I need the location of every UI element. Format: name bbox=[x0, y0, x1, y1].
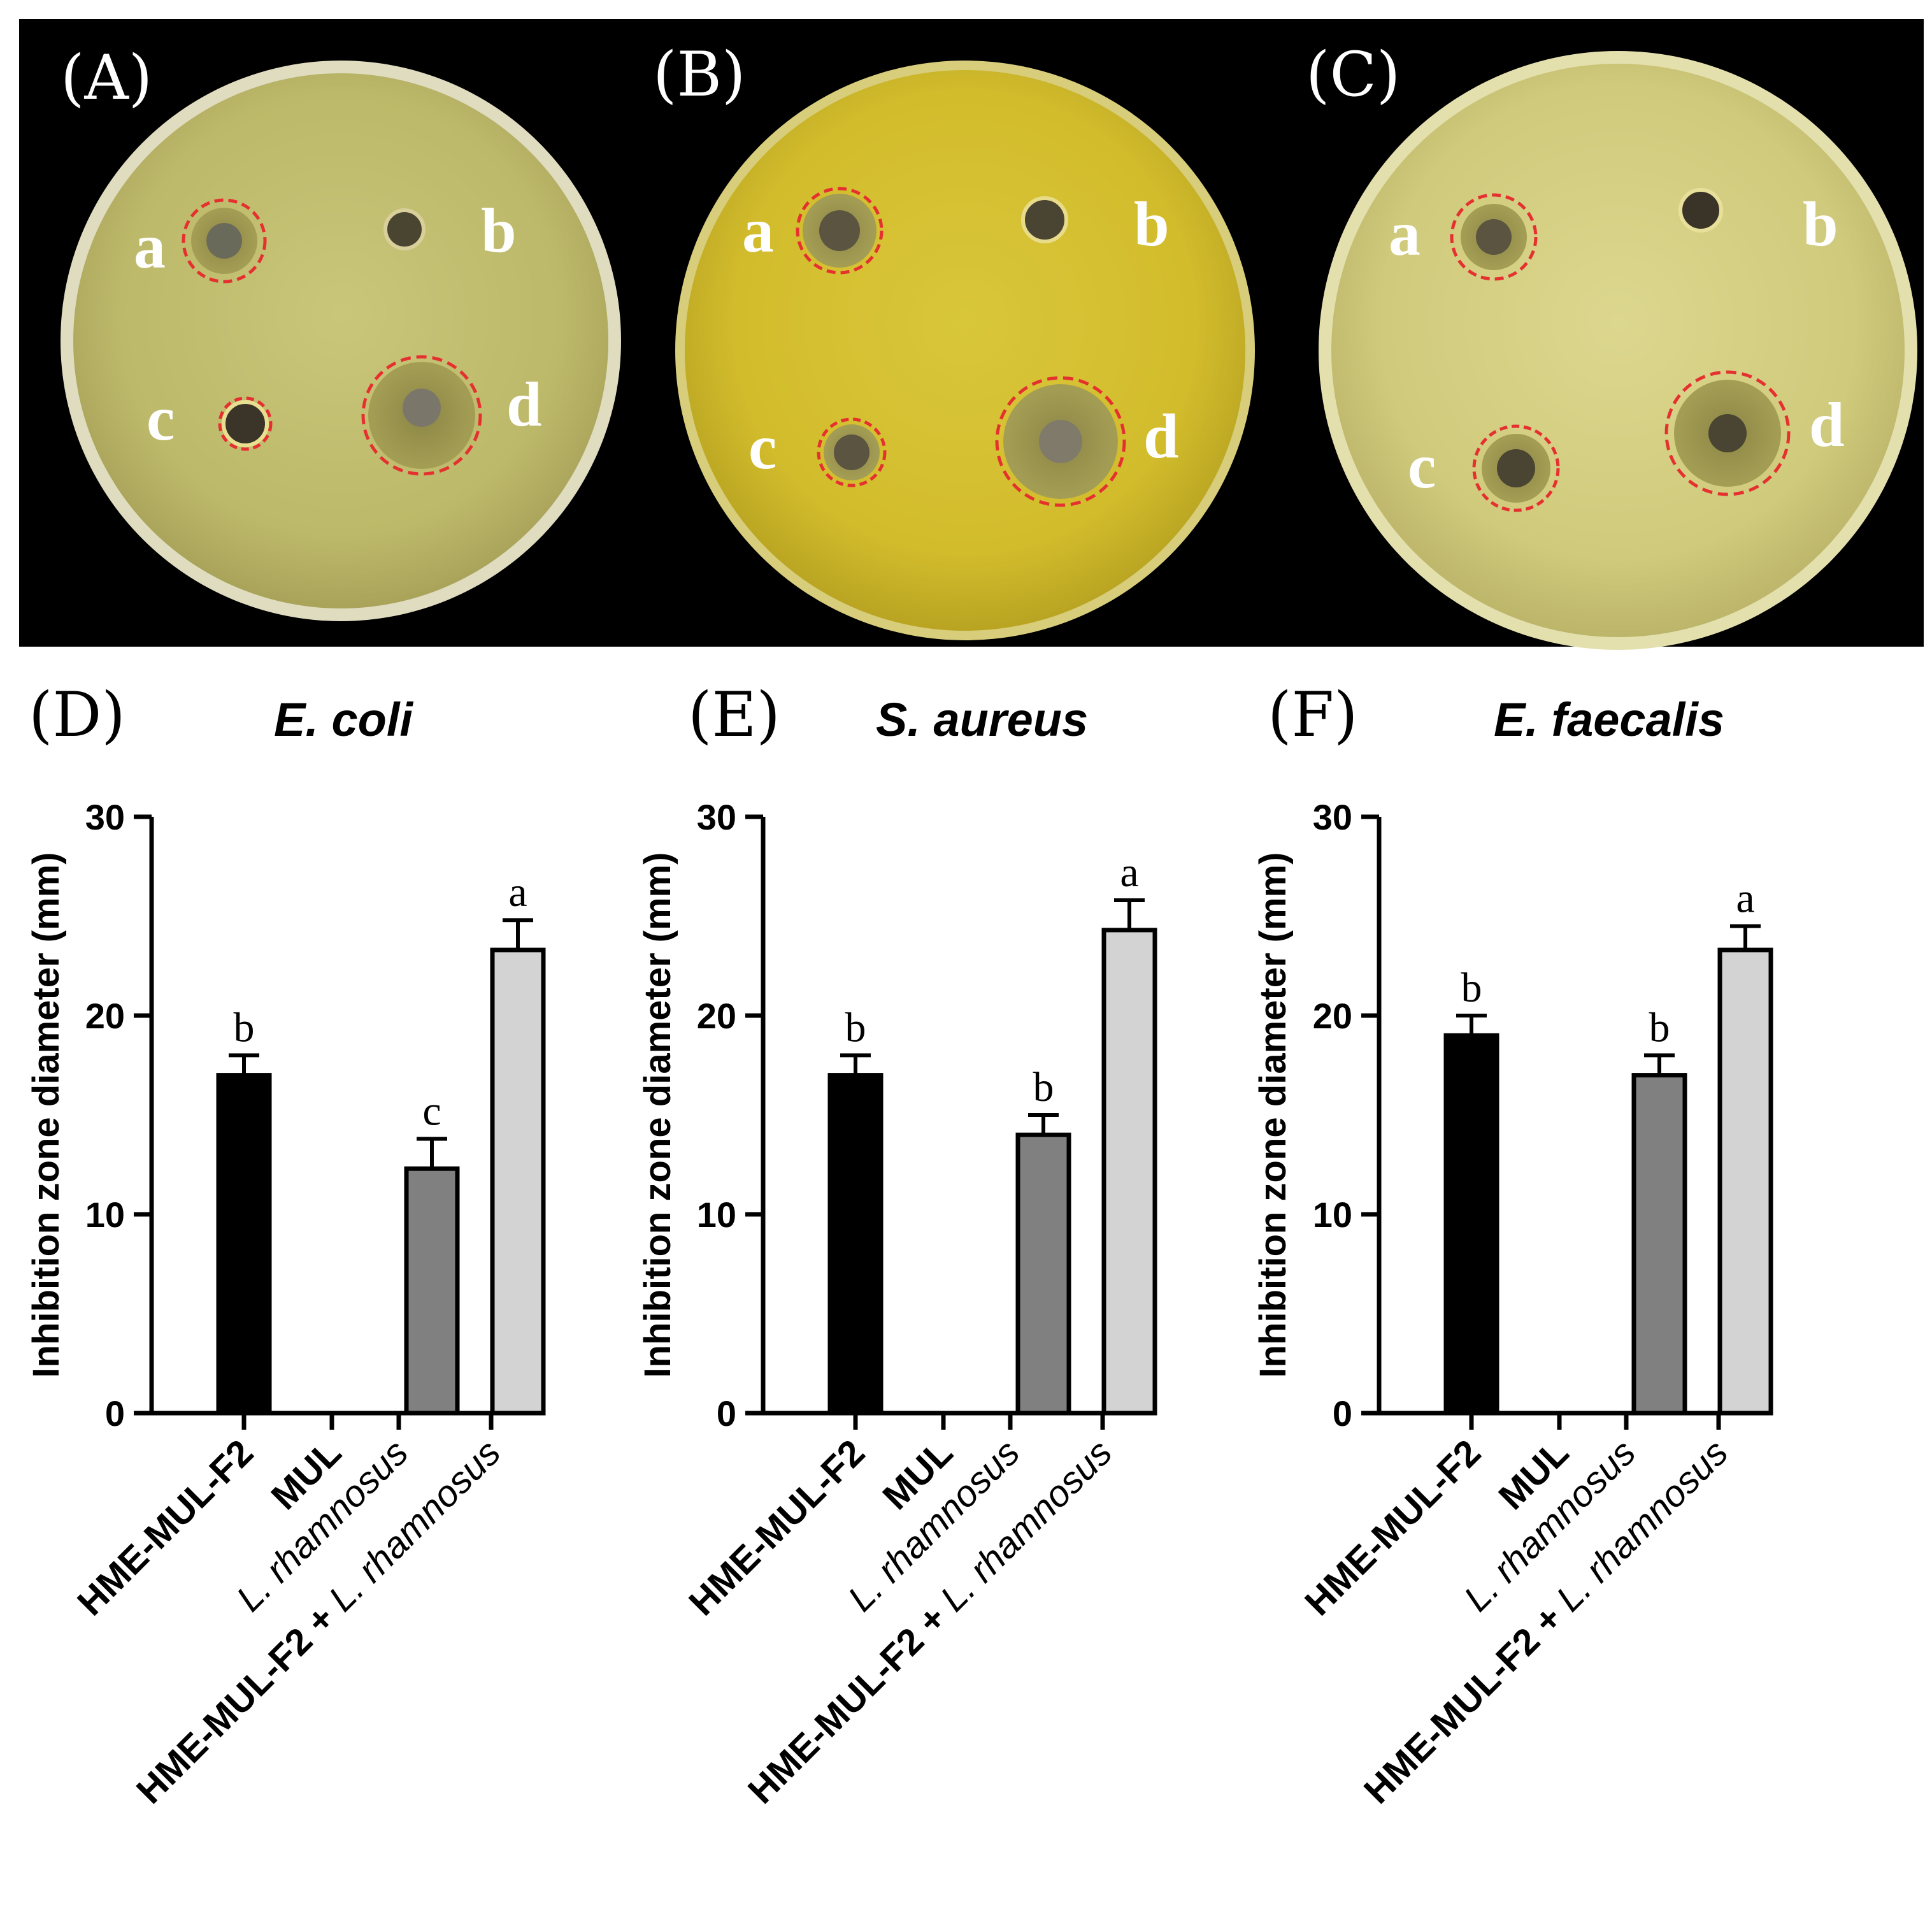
y-tick-label: 30 bbox=[1313, 797, 1352, 837]
panel-label: (E) bbox=[688, 679, 780, 751]
significance-letter: b bbox=[1649, 1004, 1670, 1051]
bar bbox=[1443, 1033, 1499, 1416]
treatment-name: HME-MUL-F2 + bbox=[740, 1590, 962, 1812]
chart-title: S. aureus bbox=[876, 693, 1088, 746]
significance-letter: b bbox=[1461, 965, 1482, 1011]
zone-marker-circle bbox=[218, 396, 273, 451]
panel-label: (A) bbox=[61, 42, 152, 113]
well bbox=[403, 389, 441, 427]
bar bbox=[1015, 1132, 1071, 1416]
y-axis-label: Inhibition zone diameter (mm) bbox=[1252, 852, 1294, 1378]
photo-panel-c: (C) a b c d bbox=[1306, 39, 1917, 650]
well bbox=[206, 223, 242, 259]
zone-marker-circle bbox=[1450, 193, 1538, 281]
treatment-name: HME-MUL-F2 + bbox=[1356, 1590, 1578, 1812]
bar bbox=[827, 1073, 884, 1416]
bar bbox=[404, 1166, 460, 1416]
well-label-a: a bbox=[742, 195, 774, 266]
y-axis-label: Inhibition zone diameter (mm) bbox=[637, 852, 678, 1378]
significance-letter: a bbox=[1120, 849, 1138, 896]
bar-chart-s-aureus: (E) S. aureus 0 10 20 30 Inhibition zone diame… bbox=[637, 679, 1157, 1812]
y-tick-label: 10 bbox=[697, 1195, 736, 1235]
bar-chart-e-coli: (D) E. coli 0 10 20 30 Inhibition zone diamete… bbox=[25, 679, 546, 1812]
well-label-c: c bbox=[1408, 431, 1436, 501]
zone-marker-circle bbox=[1472, 424, 1560, 512]
well-label-d: d bbox=[506, 369, 542, 440]
y-axis-label: Inhibition zone diameter (mm) bbox=[25, 852, 67, 1378]
photo-panel-a: (A) a b c d bbox=[61, 42, 621, 621]
chart-title: E. coli bbox=[274, 693, 413, 746]
well bbox=[1476, 219, 1512, 255]
y-tick-label: 20 bbox=[697, 996, 736, 1036]
significance-letter: a bbox=[1736, 875, 1754, 922]
agar-plate bbox=[73, 73, 608, 608]
treatment-name: HME-MUL-F2 + bbox=[129, 1590, 350, 1812]
y-tick-label: 0 bbox=[717, 1393, 736, 1434]
y-tick-label: 10 bbox=[1313, 1195, 1352, 1235]
well bbox=[383, 208, 426, 250]
bar bbox=[216, 1073, 272, 1416]
significance-letter: b bbox=[234, 1004, 255, 1051]
zone-marker-circle bbox=[817, 417, 887, 487]
y-tick-label: 20 bbox=[1313, 996, 1352, 1036]
significance-letter: a bbox=[508, 869, 527, 916]
significance-letter: c bbox=[422, 1088, 441, 1134]
photo-panel-b: (B) a b c d bbox=[653, 39, 1255, 640]
bar bbox=[490, 947, 546, 1416]
well bbox=[1039, 420, 1082, 463]
agar-plate bbox=[685, 70, 1245, 631]
well-label-d: d bbox=[1809, 389, 1845, 460]
well-label-a: a bbox=[1389, 198, 1420, 269]
panel-label: (F) bbox=[1268, 679, 1358, 751]
y-tick-label: 0 bbox=[1333, 1393, 1352, 1434]
agar-plate bbox=[1331, 64, 1905, 637]
significance-letter: b bbox=[1033, 1064, 1054, 1110]
significance-letter: b bbox=[845, 1004, 866, 1051]
panel-label: (D) bbox=[29, 679, 125, 751]
panel-label: (B) bbox=[653, 39, 745, 110]
y-tick-label: 20 bbox=[85, 996, 125, 1036]
panel-label: (C) bbox=[1306, 39, 1400, 110]
y-tick-label: 10 bbox=[85, 1195, 125, 1235]
well-label-c: c bbox=[748, 412, 776, 482]
well-label-b: b bbox=[481, 195, 517, 266]
zone-marker-circle bbox=[182, 198, 267, 284]
bar bbox=[1101, 928, 1157, 1416]
well bbox=[834, 435, 869, 470]
zone-marker-circle bbox=[995, 376, 1126, 507]
well-label-b: b bbox=[1134, 189, 1170, 259]
y-tick-label: 0 bbox=[105, 1393, 125, 1434]
well-label-b: b bbox=[1803, 189, 1838, 259]
zone-marker-circle bbox=[1664, 370, 1791, 496]
well-label-d: d bbox=[1143, 401, 1179, 471]
y-tick-label: 30 bbox=[697, 797, 736, 837]
well bbox=[1021, 196, 1068, 243]
zone-marker-circle bbox=[361, 355, 482, 476]
well bbox=[1497, 449, 1535, 487]
well bbox=[819, 210, 860, 251]
well-label-a: a bbox=[134, 211, 166, 282]
zone-marker-circle bbox=[796, 187, 884, 275]
bar bbox=[1631, 1073, 1687, 1416]
well-label-c: c bbox=[147, 383, 175, 454]
bar bbox=[1717, 947, 1773, 1416]
chart-title: E. faecalis bbox=[1494, 693, 1724, 746]
well bbox=[222, 400, 269, 447]
bar-chart-e-faecalis: (F) E. faecalis 0 10 20 30 Inhibition zone dia… bbox=[1252, 679, 1773, 1812]
y-tick-label: 30 bbox=[85, 797, 125, 837]
well bbox=[1708, 414, 1747, 452]
well bbox=[1678, 188, 1723, 233]
